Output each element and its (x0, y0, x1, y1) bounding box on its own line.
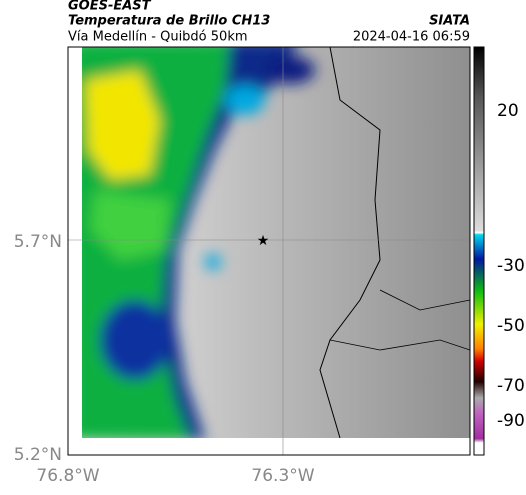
subtitle: Temperatura de Brillo CH13 (68, 14, 270, 29)
colorbar (473, 46, 485, 456)
colorbar-tick-label: -50 (497, 316, 525, 336)
datetime: 2024-04-16 06:59 (353, 30, 470, 45)
map-frame (67, 46, 471, 456)
title: GOES-EAST (68, 0, 152, 14)
colorbar-tick-label: -30 (497, 256, 525, 276)
colorbar-tick-label: -90 (497, 411, 525, 431)
colorbar-tick-label: 20 (497, 101, 519, 121)
colorbar-ticks: 20 -30 -50 -70 -90 (497, 101, 525, 431)
region: Vía Medellín - Quibdó 50km (68, 30, 248, 45)
lat-tick-label: 5.7°N (14, 232, 62, 252)
source: SIATA (429, 14, 470, 29)
lon-tick-label: 76.8°W (36, 466, 99, 486)
satellite-image (82, 47, 470, 438)
location-marker: ★ (257, 233, 270, 249)
colorbar-tick-label: -70 (497, 376, 525, 396)
lat-tick-label: 5.2°N (14, 445, 62, 465)
lon-tick-label: 76.3°W (251, 466, 314, 486)
